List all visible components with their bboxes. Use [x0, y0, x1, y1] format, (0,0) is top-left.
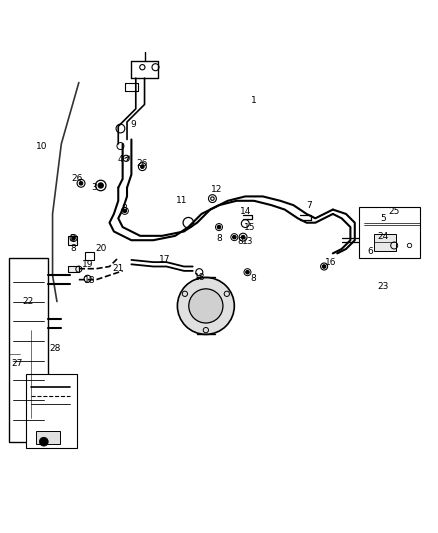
Circle shape — [246, 270, 249, 274]
Text: 10: 10 — [36, 142, 47, 150]
Text: 23: 23 — [378, 282, 389, 290]
Circle shape — [98, 183, 103, 188]
Text: 12: 12 — [211, 185, 223, 195]
Text: 18: 18 — [194, 273, 205, 282]
Circle shape — [39, 437, 48, 446]
Text: 24: 24 — [378, 232, 389, 241]
Text: 8: 8 — [237, 237, 243, 246]
Text: 16: 16 — [325, 257, 336, 266]
Text: 11: 11 — [176, 196, 187, 205]
Text: 25: 25 — [389, 207, 400, 216]
Text: 21: 21 — [113, 264, 124, 273]
Text: 22: 22 — [23, 297, 34, 306]
FancyBboxPatch shape — [68, 265, 79, 272]
Text: 8: 8 — [121, 204, 127, 213]
Text: 27: 27 — [11, 359, 22, 368]
Text: 1: 1 — [251, 95, 257, 104]
Circle shape — [241, 236, 245, 239]
Text: 17: 17 — [159, 255, 170, 263]
Text: 4: 4 — [118, 155, 123, 164]
FancyBboxPatch shape — [68, 236, 77, 245]
Text: 13: 13 — [242, 237, 253, 246]
Circle shape — [189, 289, 223, 323]
FancyBboxPatch shape — [36, 431, 60, 444]
Circle shape — [141, 165, 144, 168]
Text: 26: 26 — [137, 159, 148, 168]
Text: 15: 15 — [244, 223, 255, 231]
Text: 20: 20 — [95, 245, 106, 254]
Text: 2: 2 — [70, 233, 75, 243]
Text: 3: 3 — [91, 183, 97, 192]
Circle shape — [233, 236, 236, 239]
Circle shape — [72, 236, 75, 240]
Text: 8: 8 — [250, 274, 256, 283]
Circle shape — [79, 182, 83, 185]
Text: 14: 14 — [240, 207, 251, 216]
Bar — [26, 374, 77, 448]
Text: 28: 28 — [49, 344, 60, 353]
Circle shape — [322, 265, 326, 268]
Text: 6: 6 — [367, 247, 373, 256]
Text: 9: 9 — [131, 119, 137, 128]
Text: 18: 18 — [84, 276, 95, 285]
Text: 19: 19 — [82, 260, 93, 269]
Bar — [9, 258, 48, 442]
Circle shape — [123, 209, 127, 213]
Text: 8: 8 — [216, 233, 222, 243]
Text: 8: 8 — [71, 245, 77, 254]
Circle shape — [177, 278, 234, 334]
Bar — [374, 233, 396, 251]
Bar — [359, 207, 420, 258]
Text: 26: 26 — [71, 174, 82, 183]
Text: 5: 5 — [380, 214, 386, 223]
Circle shape — [217, 225, 221, 229]
Text: 7: 7 — [306, 201, 312, 209]
